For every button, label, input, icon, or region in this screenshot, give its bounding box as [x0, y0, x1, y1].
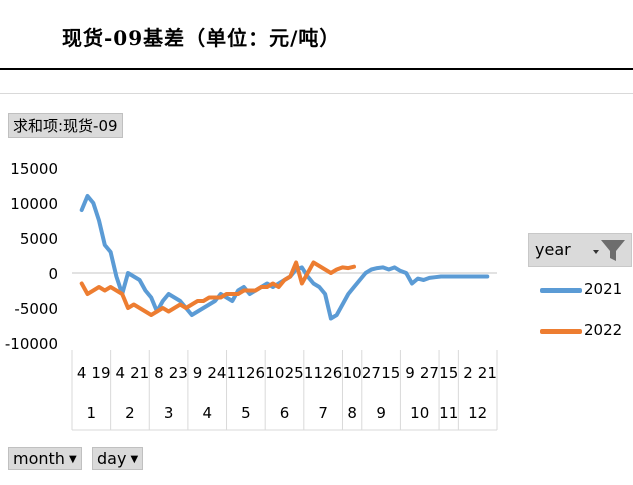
x-month-tick-label: 2: [125, 404, 135, 422]
x-month-tick-label: 4: [202, 404, 212, 422]
legend-label-2021: 2021: [584, 280, 623, 298]
day-field-button[interactable]: day ▼: [92, 447, 144, 470]
x-month-tick-label: 11: [439, 404, 458, 422]
x-day-tick-label: 15: [381, 364, 400, 382]
x-day-tick-label: 24: [207, 364, 226, 382]
x-month-tick-label: 5: [241, 404, 251, 422]
month-field-button[interactable]: month ▼: [8, 447, 82, 470]
chart-title: 现货-09基差（单位：元/吨）: [62, 26, 341, 50]
filter-icon[interactable]: [589, 236, 629, 264]
x-month-tick-label: 7: [318, 404, 328, 422]
legend-swatch-2021: [540, 288, 582, 293]
x-day-tick-label: 15: [439, 364, 458, 382]
x-day-tick-label: 4: [116, 364, 126, 382]
y-tick-label: -5000: [14, 300, 58, 318]
series-line-2022: [79, 260, 356, 317]
x-month-tick-label: 9: [376, 404, 386, 422]
x-day-tick-label: 10: [343, 364, 362, 382]
x-day-tick-label: 11: [304, 364, 323, 382]
x-day-tick-label: 4: [77, 364, 87, 382]
x-day-tick-label: 9: [193, 364, 203, 382]
legend-header-label: year: [535, 240, 571, 259]
x-day-tick-label: 27: [420, 364, 439, 382]
x-day-tick-label: 8: [154, 364, 164, 382]
x-day-tick-label: 26: [323, 364, 342, 382]
legend-header[interactable]: year: [528, 233, 632, 267]
month-field-label: month: [13, 449, 65, 468]
x-day-tick-label: 21: [478, 364, 497, 382]
legend-swatch-2022: [540, 329, 582, 334]
x-day-tick-label: 2: [463, 364, 473, 382]
day-field-label: day: [97, 449, 127, 468]
x-month-tick-label: 3: [164, 404, 174, 422]
header-divider: [0, 93, 633, 94]
x-day-tick-label: 21: [130, 364, 149, 382]
series-line-2021: [79, 194, 490, 321]
x-day-tick-label: 10: [265, 364, 284, 382]
y-tick-label: -10000: [5, 335, 58, 353]
x-day-tick-label: 26: [246, 364, 265, 382]
y-tick-label: 15000: [10, 160, 58, 178]
x-day-tick-label: 11: [227, 364, 246, 382]
value-field-button[interactable]: 求和项:现货-09: [8, 113, 123, 138]
x-day-tick-label: 19: [91, 364, 110, 382]
x-day-tick-label: 23: [169, 364, 188, 382]
x-day-tick-label: 25: [285, 364, 304, 382]
legend-label-2022: 2022: [584, 321, 623, 339]
title-divider: [0, 68, 633, 70]
y-tick-label: 10000: [10, 195, 58, 213]
dropdown-arrow-icon: ▼: [130, 454, 139, 465]
x-month-tick-label: 1: [87, 404, 97, 422]
x-month-tick-label: 6: [280, 404, 290, 422]
x-month-tick-label: 10: [410, 404, 429, 422]
x-month-tick-label: 12: [468, 404, 487, 422]
x-month-tick-label: 8: [347, 404, 357, 422]
y-tick-label: 0: [48, 265, 58, 283]
dropdown-arrow-icon: ▼: [68, 454, 77, 465]
x-day-tick-label: 27: [362, 364, 381, 382]
y-tick-label: 5000: [20, 230, 58, 248]
x-day-tick-label: 9: [405, 364, 415, 382]
